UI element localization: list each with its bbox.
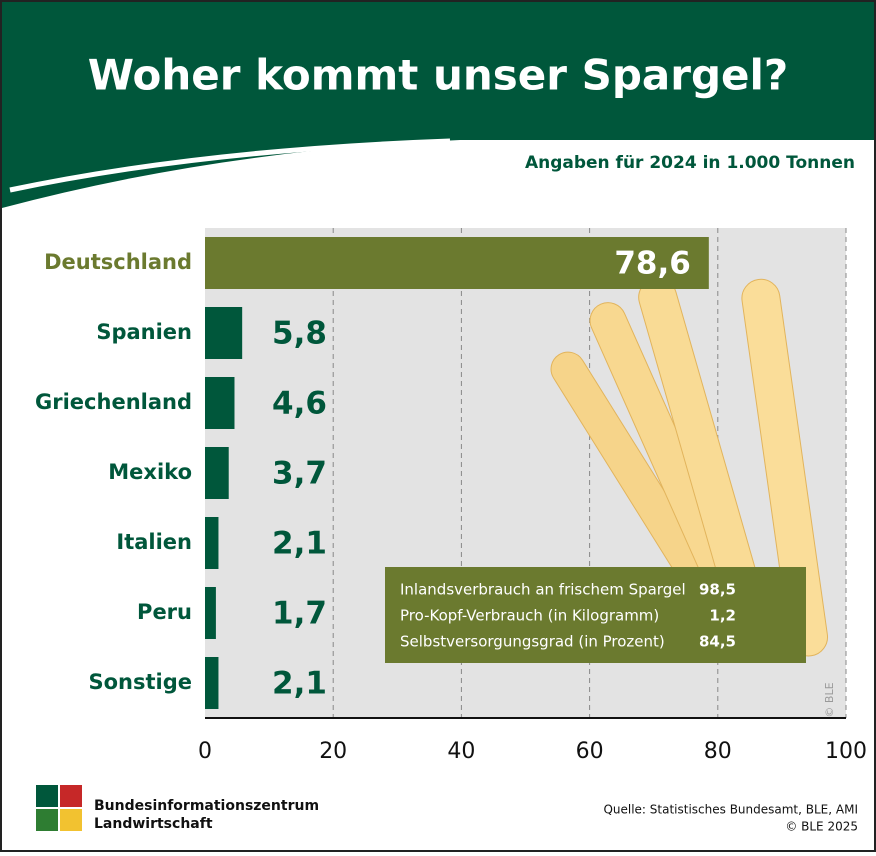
- value-label: 3,7: [272, 456, 327, 492]
- x-tick-label: 60: [576, 739, 604, 764]
- copyright: © BLE 2025: [785, 820, 858, 834]
- value-label: 5,8: [272, 316, 327, 352]
- info-value: 84,5: [699, 633, 736, 651]
- info-label: Pro-Kopf-Verbrauch (in Kilogramm): [400, 607, 659, 625]
- bar: [205, 517, 218, 569]
- bar: [205, 587, 216, 639]
- value-label: 1,7: [272, 596, 327, 632]
- value-label: 4,6: [272, 386, 327, 422]
- bar: [205, 377, 234, 429]
- bar: [205, 447, 229, 499]
- x-tick-label: 0: [198, 739, 212, 764]
- category-label: Italien: [116, 530, 192, 554]
- category-label: Mexiko: [108, 460, 192, 484]
- category-label: Peru: [137, 600, 192, 624]
- value-label: 78,6: [614, 246, 691, 282]
- category-label: Griechenland: [35, 390, 192, 414]
- info-value: 98,5: [699, 581, 736, 599]
- source: Quelle: Statistisches Bundesamt, BLE, AM…: [603, 803, 858, 817]
- chart-title: Woher kommt unser Spargel?: [88, 51, 789, 100]
- category-label: Deutschland: [44, 250, 192, 274]
- x-tick-label: 100: [825, 739, 867, 764]
- value-label: 2,1: [272, 666, 327, 702]
- category-label: Sonstige: [88, 670, 192, 694]
- x-tick-label: 20: [319, 739, 347, 764]
- x-tick-label: 40: [447, 739, 475, 764]
- value-label: 2,1: [272, 526, 327, 562]
- bar: [205, 657, 218, 709]
- info-label: Selbstversorgungsgrad (in Prozent): [400, 633, 665, 651]
- chart: Woher kommt unser Spargel? Angaben für 2…: [0, 0, 876, 852]
- x-tick-label: 80: [704, 739, 732, 764]
- logo-text: Bundesinformationszentrum: [94, 798, 319, 814]
- info-value: 1,2: [709, 607, 736, 625]
- info-label: Inlandsverbrauch an frischem Spargel: [400, 581, 686, 599]
- category-label: Spanien: [96, 320, 192, 344]
- subtitle: Angaben für 2024 in 1.000 Tonnen: [525, 153, 855, 173]
- watermark: © BLE: [823, 682, 836, 717]
- logo-text: Landwirtschaft: [94, 816, 213, 832]
- bar: [205, 307, 242, 359]
